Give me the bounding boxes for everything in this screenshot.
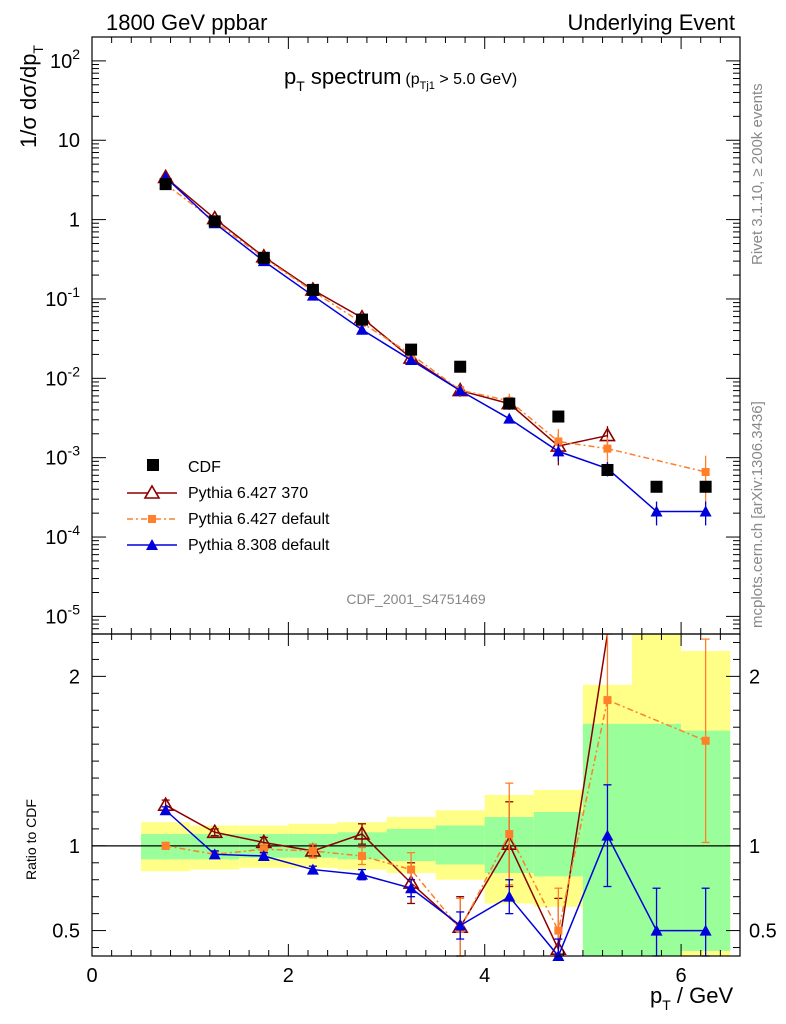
cdf-point-6	[454, 360, 467, 373]
ratio-point-p6_370-1	[206, 823, 224, 839]
ratio-point-p6_default-10	[701, 736, 710, 745]
main-point-p8_default-6	[454, 384, 467, 396]
ratio-line-p6_370	[165, 633, 609, 952]
ratio-uncertainty-bands	[92, 634, 740, 956]
ratio-point-p8_default-9	[601, 829, 614, 841]
legend-label-cdf: CDF	[188, 459, 221, 476]
main-ytick-label-1: 1	[69, 210, 80, 232]
x-tick-label-2: 2	[283, 965, 294, 987]
legend: CDF Pythia 6.427 370 Pythia 6.427 defaul…	[127, 459, 330, 554]
ratio-ytick-label-right-0.5: 0.5	[749, 921, 777, 943]
main-ytick-label-10^-1: 10-1	[45, 284, 80, 311]
main-ytick-label-10^-5: 10-5	[45, 601, 80, 628]
ratio-point-p6_370-4	[353, 825, 371, 840]
ratio-point-p6_default-2	[259, 845, 268, 854]
x-tick-label-0: 0	[86, 965, 97, 987]
ratio-point-p8_default-10	[650, 924, 663, 936]
ratio-ytick-label-left-2: 2	[69, 666, 80, 688]
main-point-p8_default-8	[552, 445, 565, 457]
cdf-point-10	[650, 480, 663, 493]
ratio-point-p6_default-9	[603, 696, 612, 705]
ratio-plot-marks	[157, 633, 712, 961]
main-line-p6_370	[165, 176, 608, 447]
ratio-ylabel: Ratio to CDF	[23, 799, 39, 880]
ratio-point-p6_default-3	[308, 846, 317, 855]
ratio-point-p6_default-5	[407, 865, 416, 874]
ratio-point-p6_default-4	[358, 852, 366, 861]
ratio-point-p8_default-1	[208, 848, 221, 860]
legend-label-p6-370: Pythia 6.427 370	[188, 485, 308, 502]
ratio-point-p8_default-2	[257, 850, 270, 862]
x-tick-label-4: 4	[479, 965, 490, 987]
main-point-p8_default-4	[356, 323, 368, 335]
cdf-point-2	[257, 251, 270, 264]
mcplots-text: mcplots.cern.ch [arXiv:1306.3436]	[749, 401, 766, 628]
ratio-band-inner-8	[533, 811, 583, 877]
cdf-point-9	[601, 463, 614, 476]
cdf-point-0	[159, 178, 172, 191]
main-point-p6_default-8	[554, 437, 563, 446]
legend-marker-p6-370	[143, 484, 161, 499]
main-plot-marks	[157, 168, 712, 526]
ratio-ytick-label-left-1: 1	[69, 836, 80, 858]
ratio-line-p8_default	[165, 809, 706, 958]
legend-label-p6-default: Pythia 6.427 default	[188, 511, 330, 528]
header-right: Underlying Event	[567, 10, 735, 35]
ratio-ytick-label-right-2: 2	[749, 666, 760, 688]
analysis-tag: CDF_2001_S4751469	[346, 591, 486, 607]
ratio-point-p8_default-3	[306, 863, 319, 875]
main-point-p8_default-5	[405, 354, 418, 366]
cdf-point-3	[306, 283, 319, 296]
main-line-p8_default	[165, 176, 706, 513]
main-ytick-label-10: 10	[58, 130, 80, 152]
rivet-version-text: Rivet 3.1.10, ≥ 200k events	[749, 83, 766, 265]
ratio-point-p8_default-4	[356, 868, 368, 880]
ratio-ytick-label-right-1: 1	[749, 836, 760, 858]
ratio-band-inner-6	[435, 825, 485, 865]
main-point-p8_default-7	[503, 412, 516, 424]
ratio-point-p8_default-11	[699, 924, 712, 936]
x-axis-label: pT / GeV	[650, 983, 733, 1013]
ratio-point-p8_default-7	[503, 890, 516, 902]
cdf-point-5	[405, 343, 418, 356]
main-line-p6_default	[165, 183, 706, 473]
main-point-p8_default-10	[650, 505, 663, 517]
cdf-point-7	[503, 397, 516, 410]
main-ytick-label-10^-4: 10-4	[45, 522, 80, 549]
cdf-point-8	[552, 410, 565, 423]
main-point-p6_default-9	[603, 444, 612, 453]
main-ylabel: 1/σ dσ/dpT	[16, 45, 46, 148]
main-point-p6_default-10	[701, 467, 710, 476]
legend-label-p8-default: Pythia 8.308 default	[188, 537, 330, 554]
header-left: 1800 GeV ppbar	[106, 10, 267, 35]
legend-marker-p8-default	[146, 539, 158, 550]
cdf-point-11	[699, 480, 712, 493]
ratio-point-p8_default-5	[405, 882, 418, 894]
main-title: pT spectrum (pTj1 > 5.0 GeV)	[284, 64, 517, 94]
ratio-point-p6_default-8	[554, 926, 563, 935]
legend-marker-p6-default	[148, 515, 156, 523]
legend-marker-cdf	[147, 459, 159, 471]
ratio-point-p8_default-6	[454, 919, 467, 931]
main-ytick-label-10^-2: 10-2	[45, 363, 80, 390]
ratio-ytick-label-left-0.5: 0.5	[52, 921, 80, 943]
x-tick-label-6: 6	[676, 965, 687, 987]
main-point-p8_default-11	[699, 505, 712, 517]
ratio-point-p6_default-7	[505, 829, 514, 838]
main-ytick-label-10^-3: 10-3	[45, 443, 80, 470]
main-ytick-label-10^2: 102	[50, 46, 80, 73]
axes: 0 2 4 6 10-5 10-4 10-3 10-2 10-1 1 10 102 0.5 0.5 1 1 2 2	[45, 36, 777, 987]
cdf-point-1	[208, 215, 221, 228]
ratio-point-p8_default-0	[159, 804, 172, 816]
ratio-point-p6_default-0	[161, 841, 170, 850]
cdf-point-4	[356, 313, 368, 326]
